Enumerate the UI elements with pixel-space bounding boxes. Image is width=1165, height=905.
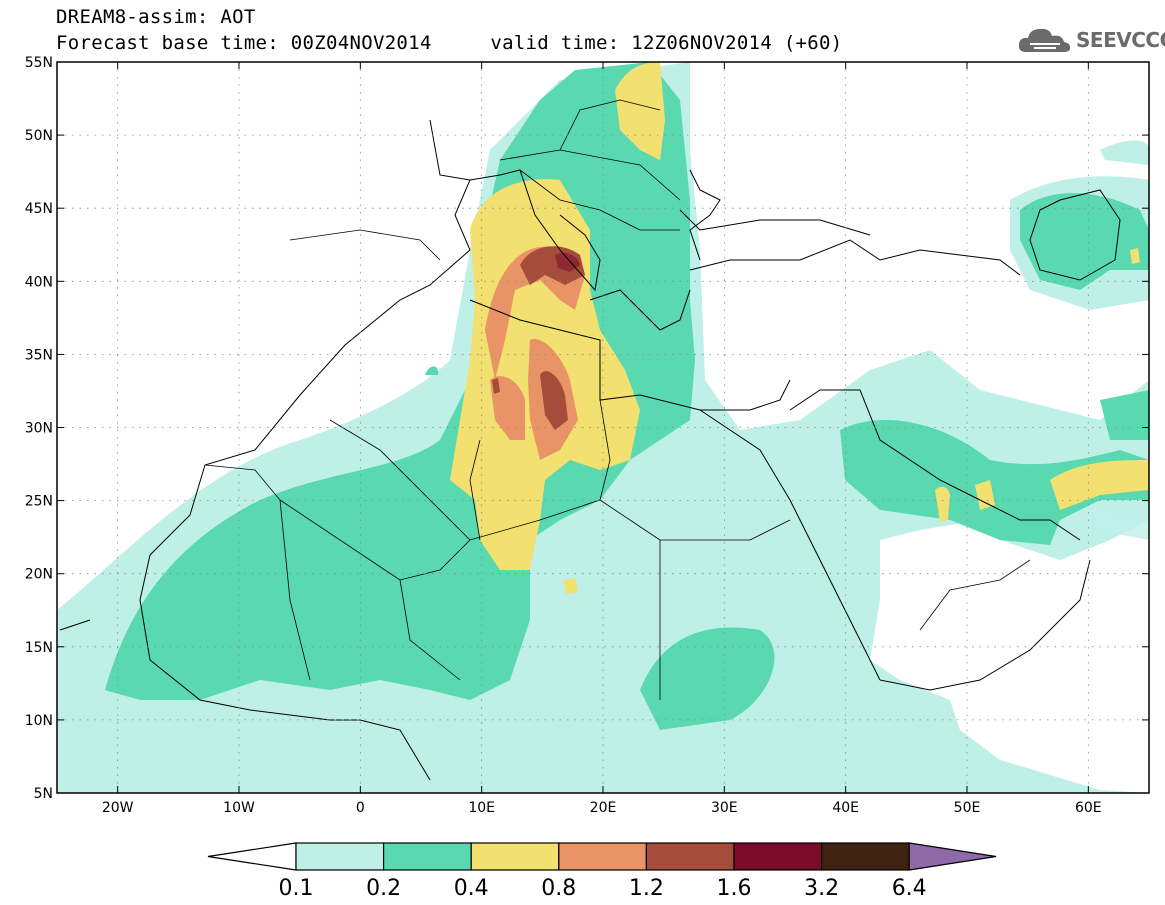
lon-label: 60E bbox=[1075, 800, 1102, 816]
logo-text: SEEVCCC bbox=[1076, 28, 1165, 52]
colorbar-under-arrow bbox=[207, 842, 297, 871]
lat-label: 10N bbox=[25, 713, 53, 729]
lat-label: 40N bbox=[25, 274, 53, 290]
lon-label: 40E bbox=[832, 800, 859, 816]
lat-label: 25N bbox=[25, 494, 53, 510]
country-borders bbox=[204, 99, 1031, 700]
lon-label: 0 bbox=[356, 800, 365, 816]
colorbar-swatch bbox=[820, 842, 910, 871]
colorbar-label: 0.8 bbox=[541, 876, 576, 901]
colorbar-label: 0.1 bbox=[279, 876, 314, 901]
latitude-labels: 55N 50N 45N 40N 35N 30N 25N 20N 15N 10N 5N bbox=[25, 55, 53, 802]
colorbar-swatch bbox=[733, 842, 823, 871]
colorbar-swatch bbox=[470, 842, 560, 871]
colorbar-label: 6.4 bbox=[892, 876, 927, 901]
aot-level-1.6 bbox=[555, 253, 580, 272]
colorbar-label: 1.2 bbox=[629, 876, 664, 901]
map-title: DREAM8-assim: AOT bbox=[56, 6, 256, 28]
colorbar-swatch bbox=[645, 842, 735, 871]
lat-label: 15N bbox=[25, 640, 53, 656]
colorbar-label: 3.2 bbox=[804, 876, 839, 901]
lon-label: 30E bbox=[711, 800, 738, 816]
lon-label: 10E bbox=[468, 800, 495, 816]
lat-label: 50N bbox=[25, 128, 53, 144]
aot-colorbar: 0.1 0.2 0.4 0.8 1.2 1.6 3.2 6.4 bbox=[207, 842, 997, 901]
forecast-times: Forecast base time: 00Z04NOV2014 valid t… bbox=[56, 32, 843, 54]
colorbar-label: 0.4 bbox=[454, 876, 489, 901]
map-frame bbox=[56, 61, 1150, 794]
lat-label: 35N bbox=[25, 347, 53, 363]
colorbar-swatch bbox=[383, 842, 472, 871]
lon-label: 20W bbox=[102, 800, 134, 816]
aot-field bbox=[57, 62, 1149, 793]
longitude-labels: 20W 10W 0 10E 20E 30E 40E 50E 60E bbox=[102, 800, 1102, 816]
lon-label: 10W bbox=[223, 800, 255, 816]
lon-label: 50E bbox=[954, 800, 981, 816]
lat-label: 45N bbox=[25, 201, 53, 217]
cloud-icon bbox=[1018, 28, 1071, 52]
lat-label: 5N bbox=[34, 786, 53, 802]
colorbar-label: 0.2 bbox=[366, 876, 401, 901]
lat-label: 20N bbox=[25, 567, 53, 583]
colorbar-swatch bbox=[295, 842, 385, 871]
lat-label: 55N bbox=[25, 55, 53, 71]
colorbar-swatch bbox=[558, 842, 647, 871]
lon-label: 20E bbox=[590, 800, 617, 816]
colorbar-over-arrow bbox=[908, 842, 997, 871]
seevccc-logo: SEEVCCC bbox=[1016, 20, 1165, 60]
colorbar-label: 1.6 bbox=[717, 876, 752, 901]
lat-label: 30N bbox=[25, 421, 53, 437]
